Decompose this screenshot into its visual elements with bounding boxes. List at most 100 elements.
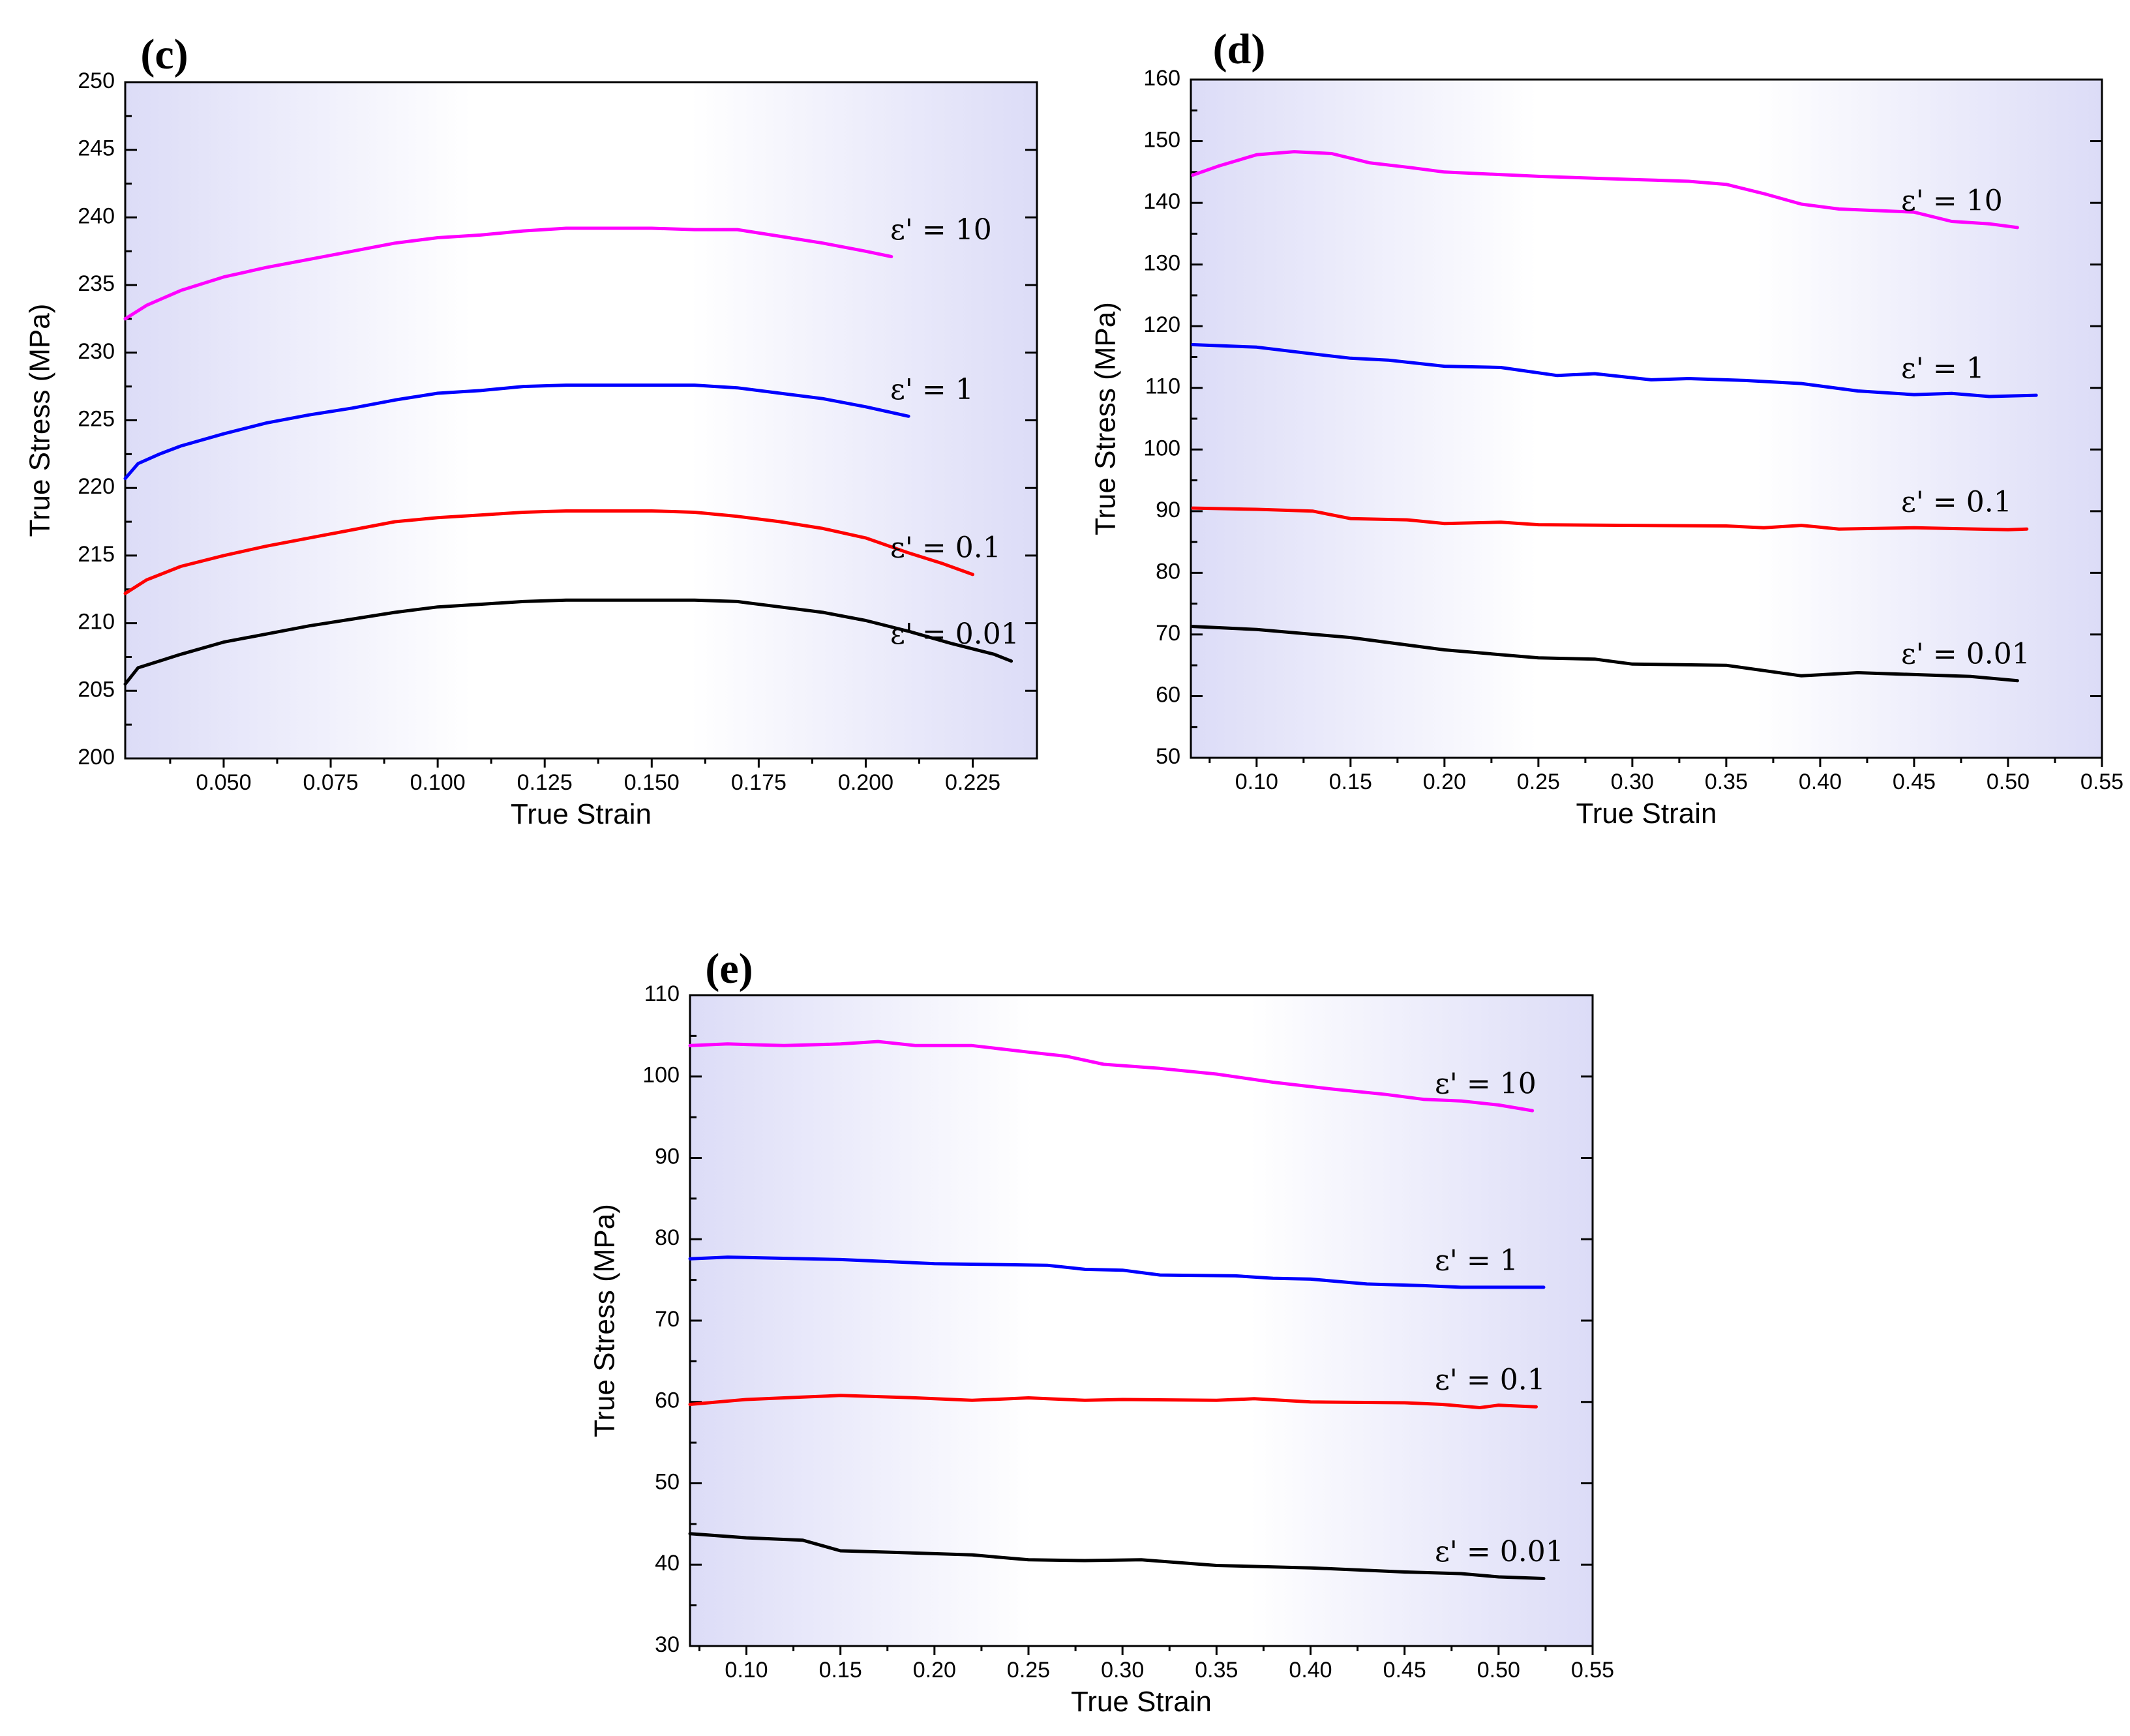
- y-tick-label: 30: [655, 1632, 680, 1657]
- y-tick-label: 130: [1143, 251, 1180, 276]
- series-line-1: [1191, 343, 2038, 398]
- x-tick-label: 0.100: [410, 770, 466, 795]
- x-axis-title: True Strain: [511, 798, 652, 830]
- series-label-1: ε' = 1: [890, 373, 974, 406]
- chart-panel-e: (e) 30 40 50 60 70 80 90 100 110 0.10 0.15 0.20 0.25 0…: [589, 945, 1614, 1718]
- x-tick-label: 0.200: [838, 770, 893, 795]
- series-line-0: [688, 1040, 1535, 1113]
- x-tick-label: 0.40: [1799, 770, 1842, 794]
- y-tick-label: 100: [642, 1063, 680, 1088]
- series-label-1: ε' = 1: [1435, 1244, 1518, 1277]
- y-axis-title: True Stress (MPa): [1090, 302, 1122, 535]
- x-tick-label: 0.10: [1235, 770, 1278, 794]
- series-label-1: ε' = 1: [1901, 352, 1985, 385]
- y-tick-label: 120: [1143, 312, 1180, 337]
- y-tick-label: 90: [1156, 498, 1180, 522]
- y-tick-label: 60: [655, 1388, 680, 1413]
- plot-frame-c: [124, 81, 1038, 760]
- x-tick-label: 0.125: [517, 770, 573, 795]
- x-tick-label: 0.20: [913, 1658, 956, 1683]
- x-tick-label: 0.10: [725, 1658, 768, 1683]
- y-tick-label: 110: [644, 981, 680, 1006]
- series-label-0: ε' = 10: [1435, 1068, 1537, 1101]
- plot-area-c: [125, 82, 1037, 758]
- y-tick-label: 205: [78, 677, 115, 702]
- x-tick-label: 0.50: [1987, 770, 2030, 794]
- x-tick-label: 0.25: [1007, 1658, 1050, 1683]
- y-tick-label: 100: [1143, 436, 1180, 460]
- series-line-1: [123, 383, 910, 481]
- x-axis-title: True Strain: [1576, 798, 1717, 830]
- y-tick-label: 70: [1156, 621, 1180, 646]
- y-tick-label: 150: [1143, 128, 1180, 153]
- series-label-3: ε' = 0.01: [890, 618, 1019, 651]
- series-line-3: [1191, 625, 2019, 683]
- y-tick-label: 80: [1156, 559, 1180, 584]
- series-label-0: ε' = 10: [890, 213, 992, 247]
- series-label-2: ε' = 0.1: [1435, 1364, 1546, 1397]
- series-line-2: [1191, 506, 2029, 531]
- y-tick-label: 250: [78, 68, 115, 93]
- y-tick-label: 230: [78, 339, 115, 364]
- x-tick-label: 0.15: [819, 1658, 862, 1683]
- y-tick-label: 225: [78, 406, 115, 431]
- y-tick-label: 110: [1145, 374, 1180, 399]
- y-tick-label: 140: [1143, 189, 1180, 214]
- x-tick-label: 0.55: [2080, 770, 2123, 794]
- y-tick-label: 220: [78, 474, 115, 499]
- plot-frame-d: [1190, 78, 2103, 759]
- plot-frame-e: [689, 994, 1594, 1647]
- panel-label-d: (d): [1213, 25, 1266, 73]
- chart-panel-d: (d) 50 60 70 80 90 100 110 120 130 140 150 160 0.10 0.…: [1090, 25, 2123, 830]
- plot-area-d: [1191, 80, 2102, 758]
- x-tick-label: 0.050: [196, 770, 251, 795]
- y-tick-label: 50: [655, 1469, 680, 1494]
- x-tick-label: 0.225: [945, 770, 1000, 795]
- y-tick-label: 245: [78, 136, 115, 161]
- series-label-3: ε' = 0.01: [1901, 637, 2030, 670]
- y-tick-label: 235: [78, 271, 115, 296]
- series-label-3: ε' = 0.01: [1435, 1535, 1564, 1568]
- y-tick-label: 215: [78, 542, 115, 567]
- y-tick-label: 160: [1143, 66, 1180, 91]
- y-tick-label: 60: [1156, 682, 1180, 707]
- y-tick-label: 70: [655, 1307, 680, 1332]
- y-tick-label: 90: [655, 1144, 680, 1169]
- x-tick-label: 0.15: [1329, 770, 1372, 794]
- series-line-0: [1191, 150, 2019, 230]
- x-tick-label: 0.35: [1705, 770, 1748, 794]
- series-line-2: [688, 1394, 1538, 1409]
- x-tick-label: 0.45: [1383, 1658, 1426, 1683]
- x-tick-label: 0.25: [1517, 770, 1560, 794]
- series-label-2: ε' = 0.1: [890, 531, 1001, 564]
- y-tick-label: 200: [78, 745, 115, 770]
- series-label-0: ε' = 10: [1901, 184, 2003, 217]
- x-tick-label: 0.50: [1477, 1658, 1520, 1683]
- series-line-3: [688, 1532, 1546, 1580]
- x-tick-label: 0.30: [1101, 1658, 1144, 1683]
- x-tick-label: 0.075: [303, 770, 358, 795]
- x-tick-label: 0.150: [624, 770, 680, 795]
- y-tick-label: 50: [1156, 744, 1180, 769]
- series-line-3: [123, 598, 1013, 686]
- series-label-2: ε' = 0.1: [1901, 486, 2012, 519]
- series-line-1: [688, 1255, 1546, 1289]
- x-tick-label: 0.20: [1423, 770, 1466, 794]
- y-tick-label: 240: [78, 203, 115, 228]
- x-tick-label: 0.45: [1893, 770, 1936, 794]
- chart-panel-c: (c) 200 205 210 215 220 225 230 235 240 245 250 0.05…: [24, 31, 1038, 830]
- x-tick-label: 0.175: [731, 770, 787, 795]
- panel-label-e: (e): [705, 945, 753, 993]
- x-tick-label: 0.35: [1195, 1658, 1238, 1683]
- y-axis-title: True Stress (MPa): [24, 304, 56, 537]
- x-tick-label: 0.40: [1289, 1658, 1332, 1683]
- series-line-0: [123, 226, 893, 321]
- series-line-2: [123, 509, 974, 595]
- y-axis-title: True Stress (MPa): [589, 1204, 621, 1437]
- x-axis-title: True Strain: [1071, 1686, 1212, 1718]
- x-tick-label: 0.30: [1611, 770, 1654, 794]
- y-tick-label: 80: [655, 1225, 680, 1250]
- x-tick-label: 0.55: [1571, 1658, 1614, 1683]
- plot-area-e: [690, 995, 1593, 1646]
